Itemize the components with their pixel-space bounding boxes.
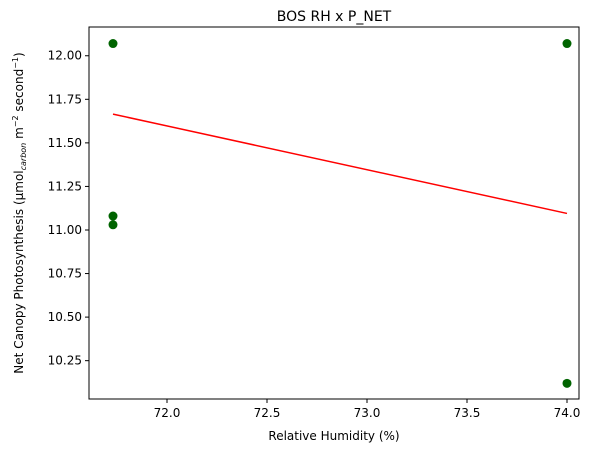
x-axis: 72.0 72.5 73.0 73.5 74.0	[154, 399, 581, 420]
y-label-sup2: −1	[11, 57, 20, 69]
y-tick-label: 10.50	[48, 310, 82, 324]
y-label-end: )	[12, 52, 26, 57]
y-tick-label: 11.25	[48, 179, 82, 193]
y-label-subscript: carbon	[19, 143, 28, 171]
y-axis-label: Net Canopy Photosynthesis (μmolcarbon m−…	[11, 52, 28, 373]
x-tick-label: 73.0	[354, 406, 381, 420]
x-tick-label: 72.0	[154, 406, 181, 420]
y-tick-label: 10.75	[48, 267, 82, 281]
chart-title: BOS RH x P_NET	[277, 9, 392, 25]
y-label-main: Net Canopy Photosynthesis (μmol	[12, 170, 26, 373]
data-point	[108, 220, 118, 230]
y-tick-label: 11.00	[48, 223, 82, 237]
data-point	[562, 39, 572, 49]
data-point	[562, 378, 572, 388]
y-tick-label: 11.75	[48, 92, 82, 106]
plot-area	[88, 26, 580, 400]
trend-line	[112, 113, 568, 215]
y-tick-label: 12.00	[48, 49, 82, 63]
y-label-sup1: −2	[11, 115, 20, 127]
y-tick-label: 11.50	[48, 136, 82, 150]
x-tick-label: 73.5	[454, 406, 481, 420]
x-tick-label: 72.5	[254, 406, 281, 420]
data-point	[108, 211, 118, 221]
y-label-mid: m	[12, 127, 26, 143]
y-tick-label: 10.25	[48, 354, 82, 368]
y-label-mid2: second	[12, 69, 26, 116]
data-points	[108, 39, 572, 388]
x-tick-label: 74.0	[554, 406, 581, 420]
data-point	[108, 39, 118, 49]
y-axis: 10.25 10.50 10.75 11.00 11.25 11.50 11.75 12.00	[48, 49, 89, 368]
x-axis-label: Relative Humidity (%)	[268, 429, 399, 443]
